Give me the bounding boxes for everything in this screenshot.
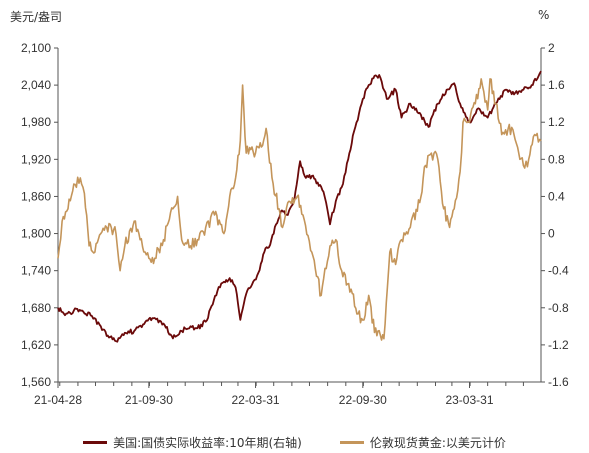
series-line-gold-price bbox=[57, 78, 542, 341]
left-tick-label: 1,560 bbox=[21, 375, 51, 389]
right-axis-ticks: -1.6 -1.2 -0.8 -0.4 0 0.4 0.8 1.2 1.6 2 bbox=[541, 41, 569, 389]
right-tick-label: 0.4 bbox=[548, 189, 565, 203]
left-tick-label: 1,740 bbox=[21, 264, 51, 278]
right-tick-label: -1.6 bbox=[548, 375, 569, 389]
left-tick-label: 1,620 bbox=[21, 338, 51, 352]
legend-swatch-real-yield bbox=[83, 441, 108, 444]
left-tick-label: 1,920 bbox=[21, 152, 51, 166]
legend-label-real-yield: 美国:国债实际收益率:10年期(右轴) bbox=[113, 436, 302, 450]
right-tick-label: -0.4 bbox=[548, 264, 569, 278]
right-tick-label: 1.2 bbox=[548, 115, 565, 129]
right-tick-label: 0.8 bbox=[548, 152, 565, 166]
legend-item-real-yield: 美国:国债实际收益率:10年期(右轴) bbox=[83, 434, 302, 451]
x-axis-ticks: 21-04-28 21-09-30 22-03-31 22-09-30 23-03-31 bbox=[34, 382, 524, 407]
left-tick-label: 1,800 bbox=[21, 227, 51, 241]
right-tick-label: -0.8 bbox=[548, 301, 569, 315]
left-axis-unit: 美元/盎司 bbox=[10, 10, 63, 24]
legend-item-gold-price: 伦敦现货黄金:以美元计价 bbox=[339, 434, 506, 451]
legend-swatch-gold-price bbox=[339, 441, 364, 444]
left-tick-label: 2,100 bbox=[21, 41, 51, 55]
right-tick-label: -1.2 bbox=[548, 338, 569, 352]
left-axis-ticks: 1,560 1,620 1,680 1,740 1,800 1,860 1,920 1,980… bbox=[21, 41, 58, 389]
x-tick-label: 22-09-30 bbox=[339, 393, 387, 407]
chart-legend: 美国:国债实际收益率:10年期(右轴) 伦敦现货黄金:以美元计价 bbox=[0, 434, 589, 451]
chart-axes bbox=[57, 48, 542, 383]
left-tick-label: 1,680 bbox=[21, 301, 51, 315]
legend-label-gold-price: 伦敦现货黄金:以美元计价 bbox=[369, 436, 506, 450]
left-tick-label: 1,980 bbox=[21, 115, 51, 129]
x-tick-label: 22-03-31 bbox=[232, 393, 280, 407]
x-tick-label: 21-09-30 bbox=[125, 393, 173, 407]
right-tick-label: 1.6 bbox=[548, 78, 565, 92]
left-tick-label: 1,860 bbox=[21, 189, 51, 203]
right-tick-label: 0 bbox=[548, 227, 555, 241]
right-tick-label: 2 bbox=[548, 41, 555, 55]
x-tick-label: 23-03-31 bbox=[445, 393, 493, 407]
x-tick-label: 21-04-28 bbox=[34, 393, 82, 407]
series-line-real-yield bbox=[57, 70, 542, 343]
series-lines bbox=[57, 70, 542, 343]
right-axis-unit: % bbox=[538, 8, 550, 22]
left-tick-label: 2,040 bbox=[21, 78, 51, 92]
